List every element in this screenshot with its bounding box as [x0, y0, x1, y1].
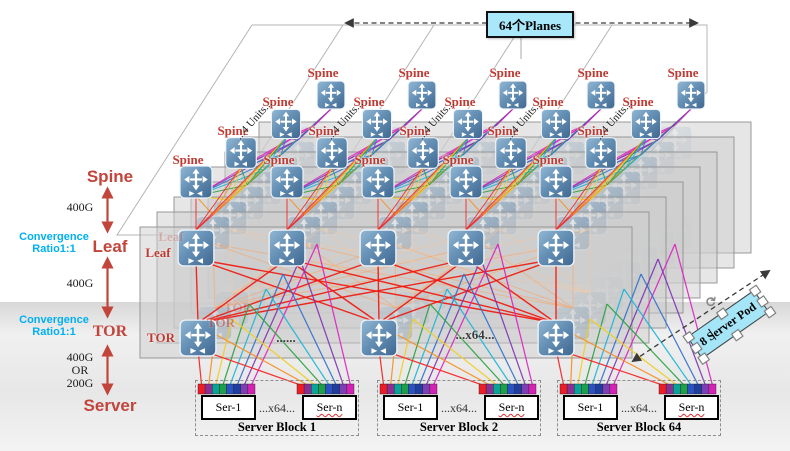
server-block-label: Server Block 2 [419, 420, 499, 434]
server-block: Ser-1 ...x64... Ser-n Server Block 64 [557, 380, 721, 436]
spine-unit-label: Spine [442, 152, 474, 167]
speed-200g: 200G [66, 376, 94, 390]
tor-row-ellipsis: ...... [276, 330, 296, 345]
legend-tor-label: TOR [92, 323, 128, 340]
legend-convergence-ratio-1: Convergence Ratio1:1 [14, 231, 94, 255]
spine-unit-label: Spine [398, 65, 430, 80]
leaf-switch-icon [359, 229, 397, 267]
spine-switch-icon [539, 165, 573, 199]
spine-unit-label: Spine [577, 123, 609, 138]
speed-400g: 400G [66, 350, 94, 364]
server-port-strip-segment [528, 383, 537, 395]
legend-speed-leaf-tor: 400G [66, 276, 94, 290]
spine-switch-icon [361, 165, 395, 199]
server-port-strip-segment [429, 383, 438, 395]
leaf-row-label: Leaf [145, 245, 171, 260]
server-port-strip-segment [346, 383, 355, 395]
server-block: Ser-1 ...x64... Ser-n Server Block 2 [377, 380, 541, 436]
ratio-word: Ratio1:1 [32, 242, 76, 255]
spine-unit-label: Spine [354, 152, 386, 167]
server-count-x64-label: ...x64... [441, 401, 477, 415]
server-block-label: Server Block 64 [596, 420, 682, 434]
spine-unit-label: Spine [308, 123, 340, 138]
legend-leaf-label: Leaf [92, 237, 128, 256]
spine-switch-icon [449, 165, 483, 199]
tor-row-label-ghost: TOR [207, 315, 235, 330]
server-box-first: Ser-1 [383, 395, 438, 420]
spine-unit-label: Spine [577, 65, 609, 80]
convergence-word: Convergence [19, 314, 89, 326]
leaf-switch-icon [537, 229, 575, 267]
spine-switch-icon [630, 108, 662, 140]
server-port-strip-segment [247, 383, 256, 395]
spine-unit-label: Spine [262, 94, 294, 109]
spine-unit-label: Spine [399, 123, 431, 138]
spine-switch-icon [361, 108, 393, 140]
server-port-strip-segment [609, 383, 618, 395]
spine-unit-label: Spine [489, 65, 521, 80]
ratio-word: Ratio1:1 [32, 325, 76, 338]
spine-unit-label: Spine [307, 65, 339, 80]
spine-unit-label: Spine [532, 152, 564, 167]
spine-unit-label: Spine [444, 94, 476, 109]
server-block-label: Server Block 1 [237, 420, 317, 434]
spine-switch-icon [179, 165, 213, 199]
spine-unit-label: Spine [217, 123, 249, 138]
tor-row-label-ghost: TOR [224, 300, 252, 315]
server-box-last: Ser-n [484, 395, 539, 420]
speed-or: OR [71, 363, 89, 377]
spine-unit-label: Spine [622, 94, 654, 109]
server-port-strip-segment [708, 383, 717, 395]
convergence-word: Convergence [19, 231, 89, 243]
leaf-switch-icon [447, 229, 485, 267]
legend-spine-label: Spine [86, 167, 134, 186]
spine-switch-icon [316, 80, 346, 110]
spine-unit-label: Spine [532, 94, 564, 109]
tor-row-x64-label: ...x64... [455, 327, 495, 342]
leaf-switch-icon [268, 229, 306, 267]
spine-unit-label: Spine [487, 123, 519, 138]
server-count-x64-label: ...x64... [621, 401, 657, 415]
server-block: Ser-1 ...x64... Ser-n Server Block 1 [195, 380, 359, 436]
tor-switch-icon [537, 319, 575, 357]
legend-server-label: Server [83, 396, 137, 415]
tor-row-label: TOR [147, 330, 175, 345]
server-box-first: Ser-1 [563, 395, 618, 420]
spine-unit-label: Spine [172, 152, 204, 167]
spine-switch-icon [407, 80, 437, 110]
leaf-row-label-ghost: Leaf [158, 229, 184, 244]
pod-stack-extent-arrow [631, 269, 771, 363]
spine-switch-icon [586, 80, 616, 110]
server-uplink-port-strips [197, 383, 717, 395]
tor-switch-icon [360, 319, 398, 357]
spine-switch-icon [270, 165, 304, 199]
legend-speed-tor-server: 400G OR 200G [56, 351, 104, 390]
legend-convergence-ratio-2: Convergence Ratio1:1 [14, 314, 94, 338]
annotation-arrows [344, 18, 771, 363]
server-box-last: Ser-n [664, 395, 719, 420]
spine-switch-icon [270, 108, 302, 140]
legend-speed-spine-leaf: 400G [66, 200, 94, 214]
planes-count-callout: 64个Planes [486, 11, 574, 38]
server-box-last: Ser-n [302, 395, 357, 420]
server-count-x64-label: ...x64... [259, 401, 295, 415]
spine-unit-label: Spine [667, 65, 699, 80]
spine-unit-label: Spine [263, 152, 295, 167]
spine-unit-label: Spine [353, 94, 385, 109]
spine-switch-icon [676, 80, 706, 110]
server-box-first: Ser-1 [201, 395, 256, 420]
